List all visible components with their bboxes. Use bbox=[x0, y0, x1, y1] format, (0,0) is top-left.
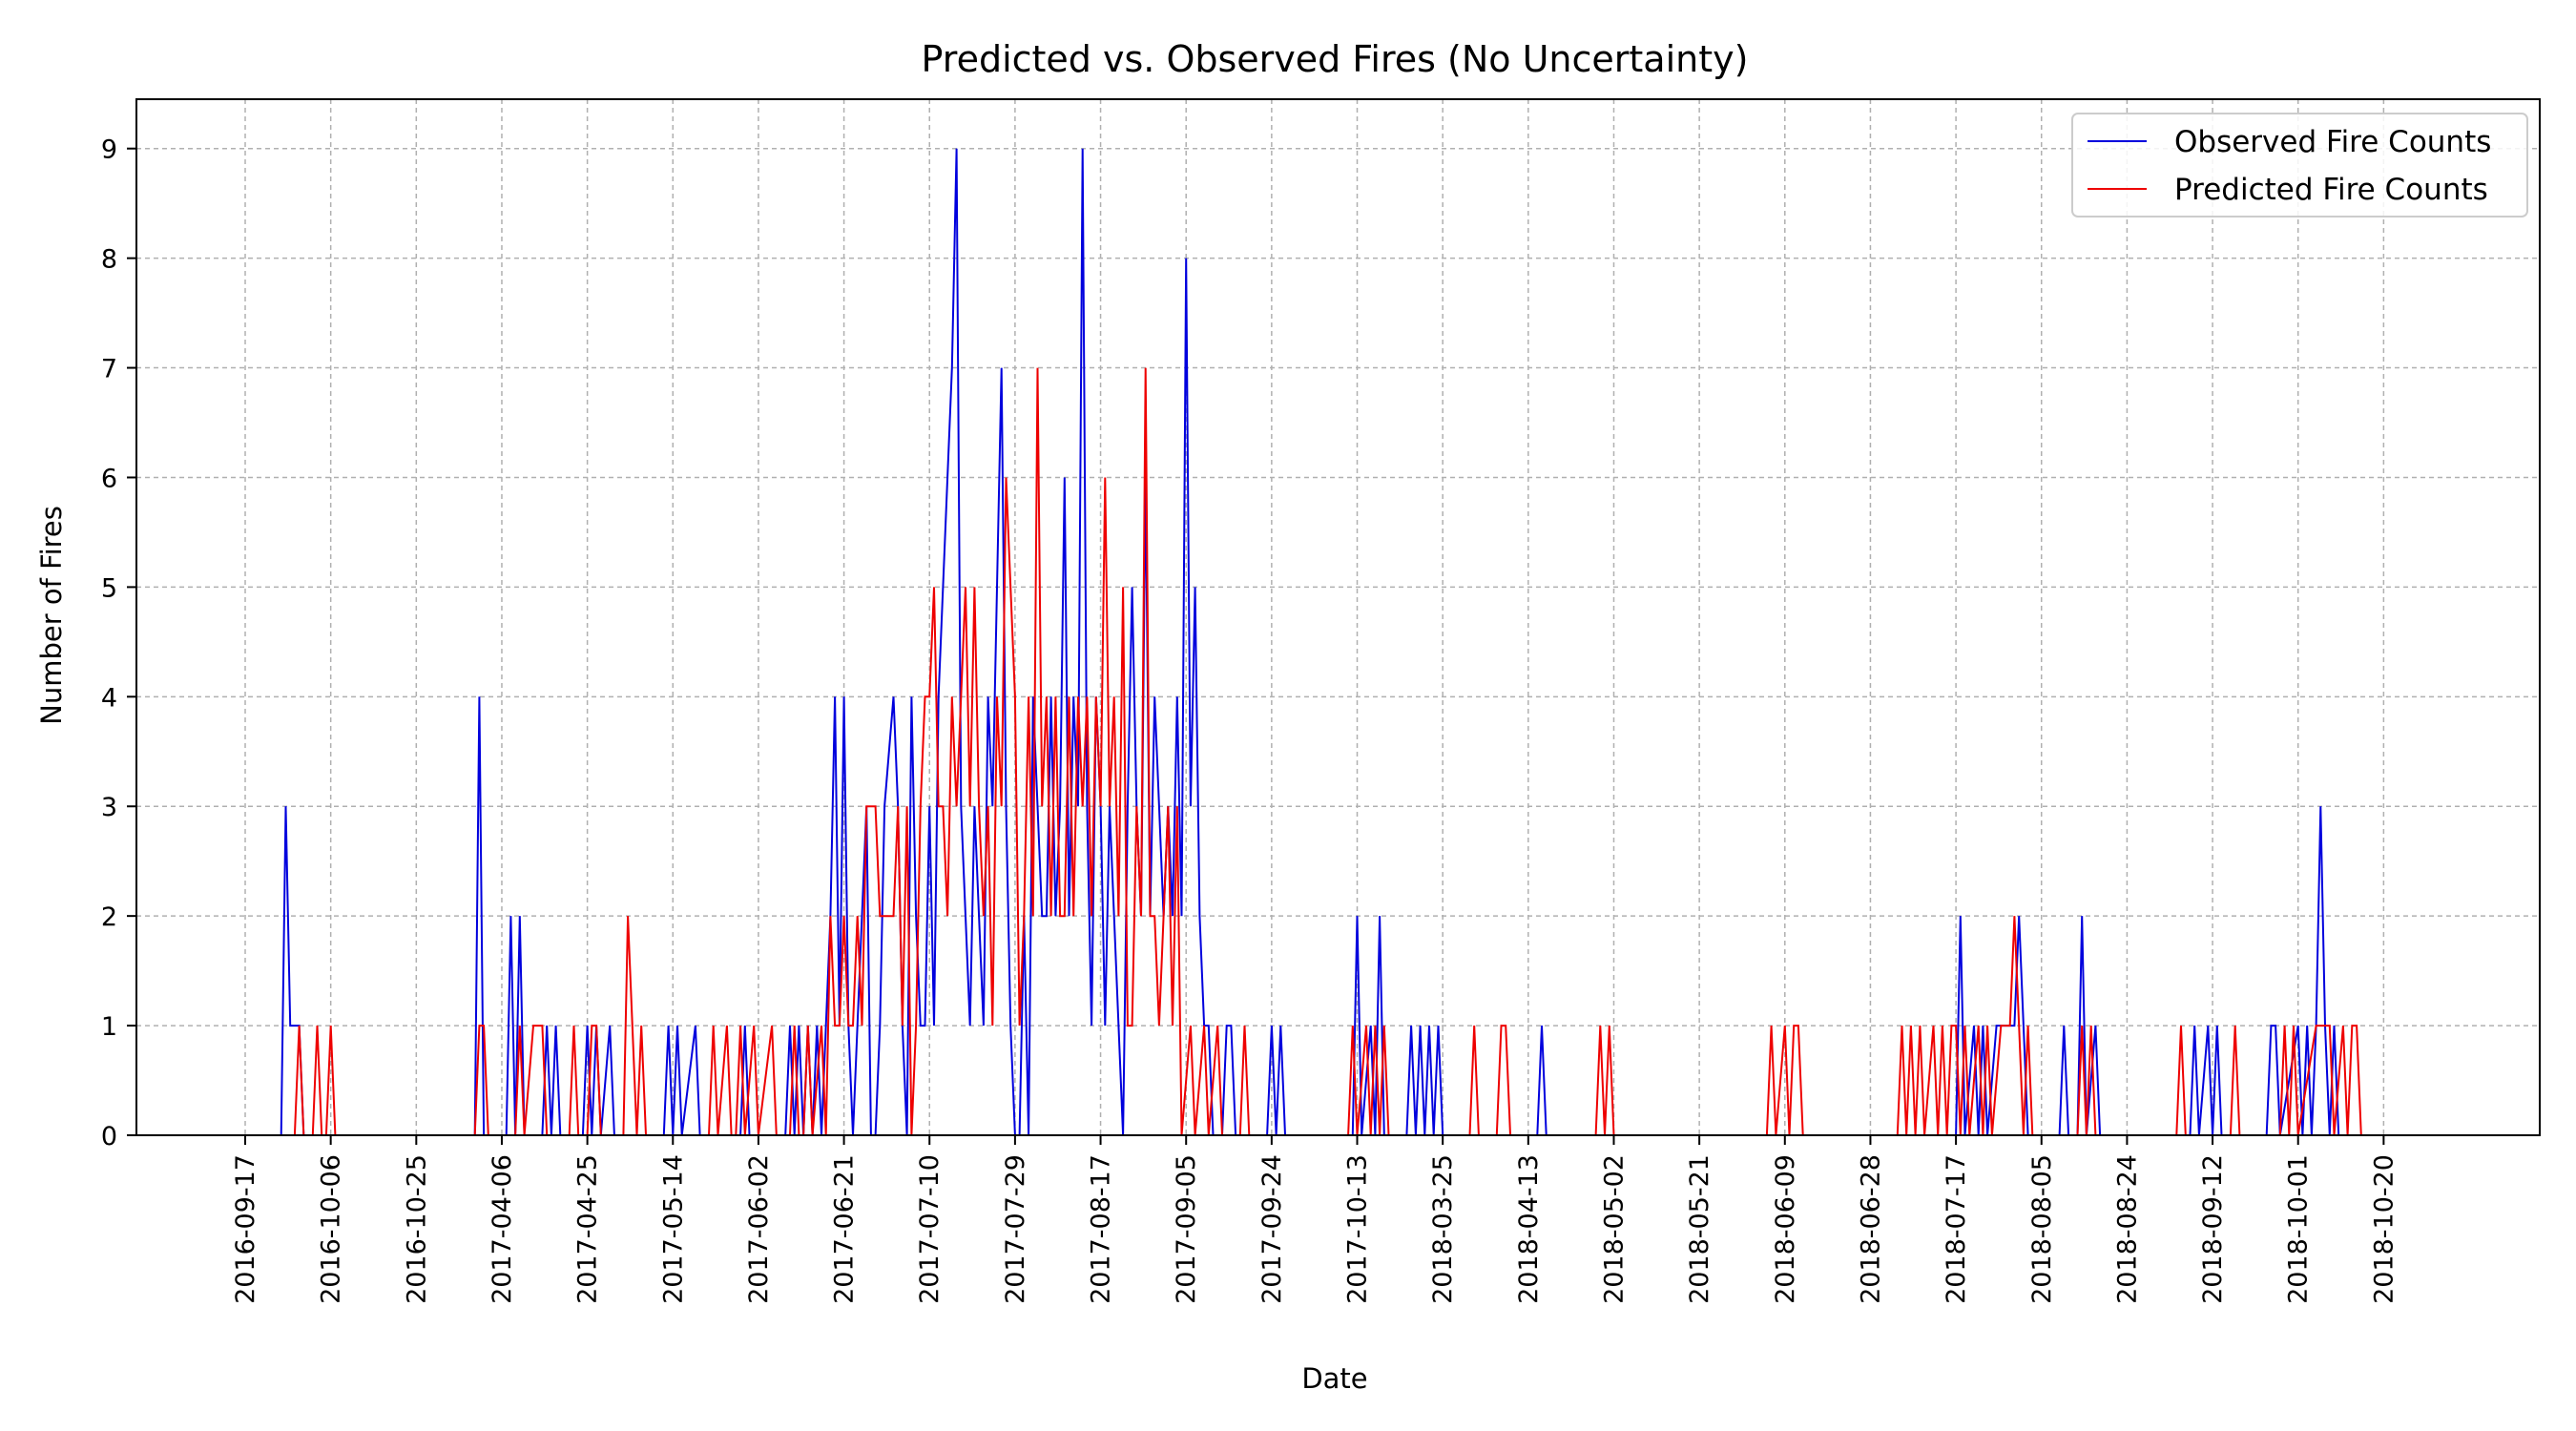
legend-entry-label: Observed Fire Counts bbox=[2174, 125, 2491, 159]
x-tick-label: 2017-09-24 bbox=[1257, 1154, 1287, 1304]
x-tick-label: 2018-06-09 bbox=[1771, 1154, 1800, 1304]
x-tick-label: 2017-04-25 bbox=[573, 1154, 603, 1304]
y-tick-label: 0 bbox=[101, 1122, 117, 1151]
y-axis: 0 1 2 3 4 5 6 7 8 9 bbox=[101, 135, 136, 1151]
x-tick-label: 2017-08-17 bbox=[1087, 1154, 1116, 1304]
y-tick-label: 5 bbox=[101, 573, 117, 603]
x-tick-label: 2018-09-12 bbox=[2198, 1154, 2228, 1304]
x-tick-label: 2017-06-21 bbox=[830, 1154, 860, 1304]
legend: Observed Fire Counts Predicted Fire Count… bbox=[2071, 113, 2528, 218]
x-tick-label: 2017-07-29 bbox=[1001, 1154, 1030, 1304]
y-tick-label: 3 bbox=[101, 793, 117, 822]
predicted-series-line bbox=[245, 367, 2438, 1136]
x-tick-label: 2017-07-10 bbox=[915, 1154, 945, 1304]
y-tick-label: 2 bbox=[101, 902, 117, 932]
observed-series-line bbox=[245, 148, 2438, 1136]
x-axis-label: Date bbox=[1301, 1362, 1367, 1395]
x-tick-label: 2018-10-01 bbox=[2284, 1154, 2314, 1304]
x-axis: 2016-09-17 2016-10-06 2016-10-25 2017-04-06… bbox=[231, 1135, 2399, 1304]
y-axis-label: Number of Fires bbox=[35, 506, 68, 725]
x-tick-label: 2018-07-17 bbox=[1942, 1154, 1971, 1304]
x-tick-label: 2018-04-13 bbox=[1514, 1154, 1544, 1304]
y-tick-label: 4 bbox=[101, 683, 117, 713]
legend-box bbox=[2071, 113, 2528, 218]
x-tick-label: 2016-10-06 bbox=[317, 1154, 346, 1304]
series-layer bbox=[245, 148, 2438, 1136]
x-tick-label: 2018-05-21 bbox=[1685, 1154, 1714, 1304]
x-tick-label: 2017-05-14 bbox=[658, 1154, 688, 1304]
x-tick-label: 2018-06-28 bbox=[1856, 1154, 1885, 1304]
y-tick-label: 9 bbox=[101, 135, 117, 165]
x-tick-label: 2017-06-02 bbox=[744, 1154, 774, 1304]
y-tick-label: 7 bbox=[101, 355, 117, 384]
x-tick-label: 2016-10-25 bbox=[402, 1154, 431, 1304]
x-tick-label: 2018-10-20 bbox=[2369, 1154, 2399, 1304]
x-tick-label: 2017-09-05 bbox=[1172, 1154, 1201, 1304]
plot-frame bbox=[135, 98, 2541, 1136]
x-tick-label: 2018-08-24 bbox=[2112, 1154, 2142, 1304]
x-tick-label: 2017-04-06 bbox=[488, 1154, 517, 1304]
x-tick-label: 2017-10-13 bbox=[1343, 1154, 1373, 1304]
y-tick-label: 8 bbox=[101, 245, 117, 275]
x-tick-label: 2016-09-17 bbox=[231, 1154, 260, 1304]
y-tick-label: 6 bbox=[101, 464, 117, 493]
y-tick-label: 1 bbox=[101, 1012, 117, 1042]
grid bbox=[136, 99, 2540, 1136]
x-tick-label: 2018-05-02 bbox=[1599, 1154, 1629, 1304]
x-tick-label: 2018-08-05 bbox=[2027, 1154, 2057, 1304]
x-tick-label: 2018-03-25 bbox=[1428, 1154, 1458, 1304]
legend-entry-label: Predicted Fire Counts bbox=[2174, 173, 2488, 207]
chart-title: Predicted vs. Observed Fires (No Uncerta… bbox=[922, 38, 1749, 80]
